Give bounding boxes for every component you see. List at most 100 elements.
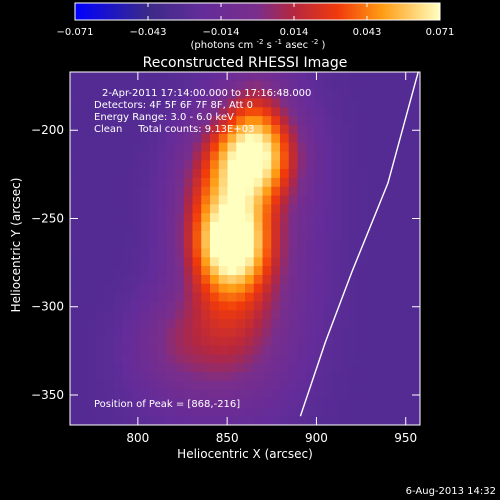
heatmap-cell [385, 310, 395, 320]
heatmap-cell [192, 80, 202, 91]
heatmap-cell [227, 266, 237, 276]
heatmap-cell [183, 142, 194, 153]
heatmap-cell [253, 266, 264, 276]
heatmap-cell [297, 380, 307, 391]
heatmap-cell [358, 389, 369, 400]
heatmap-cell [393, 98, 404, 108]
heatmap-cell [393, 151, 404, 161]
heatmap-cell [385, 124, 395, 135]
heatmap-cell [78, 407, 89, 417]
heatmap-cell [122, 160, 132, 170]
heatmap-cell [315, 301, 325, 311]
heatmap-cell [227, 248, 237, 258]
heatmap-cell [306, 248, 316, 258]
heatmap-cell [183, 195, 194, 205]
heatmap-cell [78, 239, 89, 250]
heatmap-cell [96, 177, 106, 188]
heatmap-cell [140, 133, 150, 144]
heatmap-cell [367, 363, 377, 373]
heatmap-cell [402, 142, 412, 153]
heatmap-cell [201, 416, 211, 425]
heatmap-cell [262, 133, 272, 144]
heatmap-cell [175, 133, 185, 144]
heatmap-cell [78, 107, 89, 117]
heatmap-cell [218, 257, 229, 267]
heatmap-cell [297, 248, 307, 258]
heatmap-cell [218, 204, 229, 214]
heatmap-cell [350, 416, 360, 425]
heatmap-cell [201, 124, 211, 135]
heatmap-cell [210, 354, 220, 364]
heatmap-cell [236, 98, 246, 108]
heatmap-cell [218, 89, 229, 100]
heatmap-cell [271, 133, 281, 144]
heatmap-cell [350, 204, 360, 214]
heatmap-cell [402, 151, 412, 161]
heatmap-cell [148, 89, 159, 100]
heatmap-cell [192, 169, 202, 179]
heatmap-cell [192, 89, 202, 100]
heatmap-cell [341, 107, 351, 117]
heatmap-cell [78, 222, 89, 232]
heatmap-cell [245, 416, 255, 425]
heatmap-cell [393, 292, 404, 303]
heatmap-cell [332, 283, 342, 294]
heatmap-cell [315, 204, 325, 214]
heatmap-cell [192, 107, 202, 117]
heatmap-cell [385, 107, 395, 117]
heatmap-cell [105, 72, 115, 82]
heatmap-cell [280, 380, 290, 391]
heatmap-cell [306, 72, 316, 82]
heatmap-cell [367, 292, 377, 303]
heatmap-cell [157, 89, 167, 100]
heatmap-cell [87, 213, 97, 223]
heatmap-cell [341, 151, 351, 161]
heatmap-cell [245, 107, 255, 117]
heatmap-cell [157, 372, 167, 382]
heatmap-cell [122, 142, 132, 153]
heatmap-cell [245, 292, 255, 303]
heatmap-cell [376, 177, 386, 188]
heatmap-cell [96, 398, 106, 408]
heatmap-cell [358, 72, 369, 82]
heatmap-cell [350, 389, 360, 400]
heatmap-cell [113, 142, 124, 153]
heatmap-cell [227, 213, 237, 223]
heatmap-cell [262, 89, 272, 100]
heatmap-cell [166, 186, 176, 197]
heatmap-cell [218, 407, 229, 417]
heatmap-cell [245, 186, 255, 197]
heatmap-cell [175, 380, 185, 391]
heatmap-cell [315, 336, 325, 347]
heatmap-cell [87, 204, 97, 214]
heatmap-cell [122, 372, 132, 382]
heatmap-cell [358, 319, 369, 329]
heatmap-cell [192, 354, 202, 364]
heatmap-cell [227, 177, 237, 188]
heatmap-cell [411, 213, 420, 223]
heatmap-cell [105, 266, 115, 276]
heatmap-cell [323, 248, 334, 258]
heatmap-cell [367, 301, 377, 311]
heatmap-cell [113, 72, 124, 82]
heatmap-cell [297, 72, 307, 82]
heatmap-cell [210, 186, 220, 197]
heatmap-cell [280, 257, 290, 267]
heatmap-cell [245, 89, 255, 100]
heatmap-cell [201, 142, 211, 153]
heatmap-cell [70, 230, 80, 241]
heatmap-cell [358, 345, 369, 355]
heatmap-cell [70, 354, 80, 364]
heatmap-cell [253, 407, 264, 417]
heatmap-cell [122, 177, 132, 188]
heatmap-cell [297, 257, 307, 267]
heatmap-cell [253, 372, 264, 382]
heatmap-cell [201, 327, 211, 338]
heatmap-cell [385, 398, 395, 408]
heatmap-cell [131, 248, 141, 258]
heatmap-cell [358, 213, 369, 223]
heatmap-cell [306, 177, 316, 188]
heatmap-cell [175, 230, 185, 241]
heatmap-cell [306, 142, 316, 153]
heatmap-cell [341, 160, 351, 170]
